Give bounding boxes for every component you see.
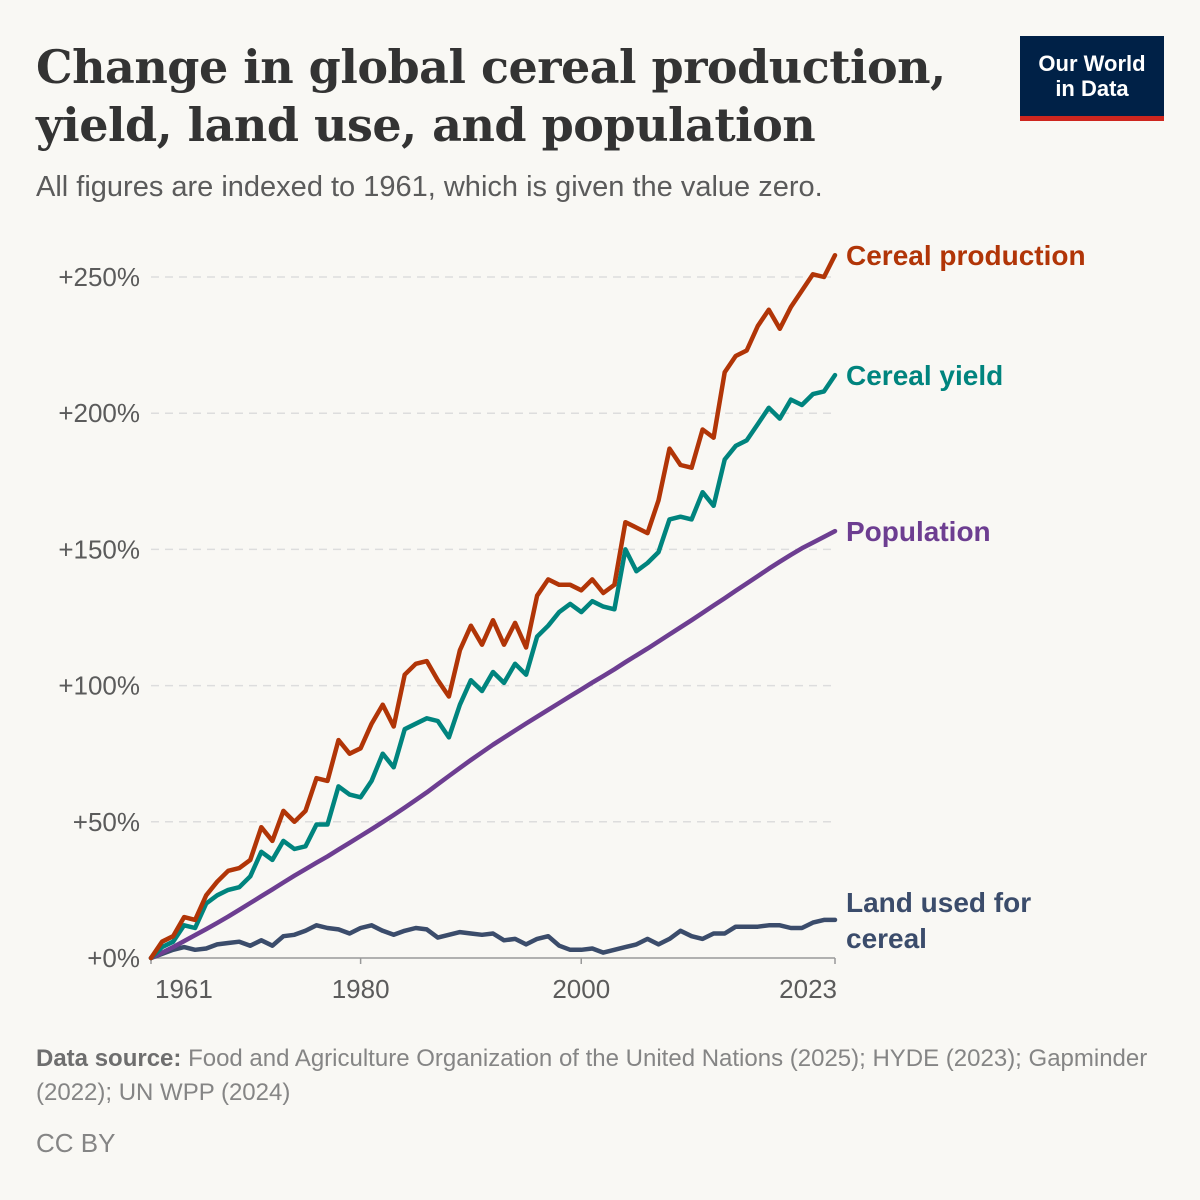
line-chart: +0% +50% +100% +150% +200% +250% 1961 1980 2000… — [58, 240, 1086, 1004]
y-tick-label: +150% — [58, 534, 140, 564]
data-source-text: Food and Agriculture Organization of the… — [36, 1045, 1148, 1106]
x-axis: 1961 1980 2000 2023 — [150, 957, 837, 1004]
y-tick-label: +0% — [87, 943, 140, 973]
license: CC BY — [36, 1128, 116, 1158]
x-tick-label: 1980 — [332, 974, 390, 1004]
series-label-population: Population — [846, 516, 991, 547]
series-line-land — [148, 917, 838, 961]
series-label-production: Cereal production — [846, 240, 1086, 271]
data-source: Data source: Food and Agriculture Organi… — [36, 1042, 1156, 1110]
x-tick-label: 2000 — [552, 974, 610, 1004]
series-line-yield — [148, 372, 838, 961]
y-tick-label: +250% — [58, 262, 140, 292]
series-label-yield: Cereal yield — [846, 360, 1003, 391]
y-tick-label: +200% — [58, 398, 140, 428]
series-lines — [148, 252, 838, 961]
logo-line-1: Our World — [1038, 51, 1146, 76]
series-line-production — [148, 252, 838, 961]
series-line-population — [148, 528, 838, 961]
owid-logo[interactable]: Our World in Data — [1020, 36, 1164, 121]
x-tick-label: 1961 — [155, 974, 213, 1004]
gridlines — [151, 276, 835, 823]
series-label-land: Land used for — [846, 887, 1031, 918]
x-tick-label: 2023 — [779, 974, 837, 1004]
series-label-land: cereal — [846, 923, 927, 954]
series-labels: Cereal production Cereal yield Population L… — [846, 240, 1086, 954]
data-source-label: Data source: — [36, 1045, 182, 1072]
y-tick-label: +50% — [73, 807, 140, 837]
y-tick-label: +100% — [58, 671, 140, 701]
chart-title: Change in global cereal production, yiel… — [36, 40, 946, 152]
y-axis: +0% +50% +100% +150% +200% +250% — [58, 262, 140, 973]
chart-subtitle: All figures are indexed to 1961, which i… — [36, 171, 823, 203]
logo-line-2: in Data — [1055, 76, 1129, 101]
